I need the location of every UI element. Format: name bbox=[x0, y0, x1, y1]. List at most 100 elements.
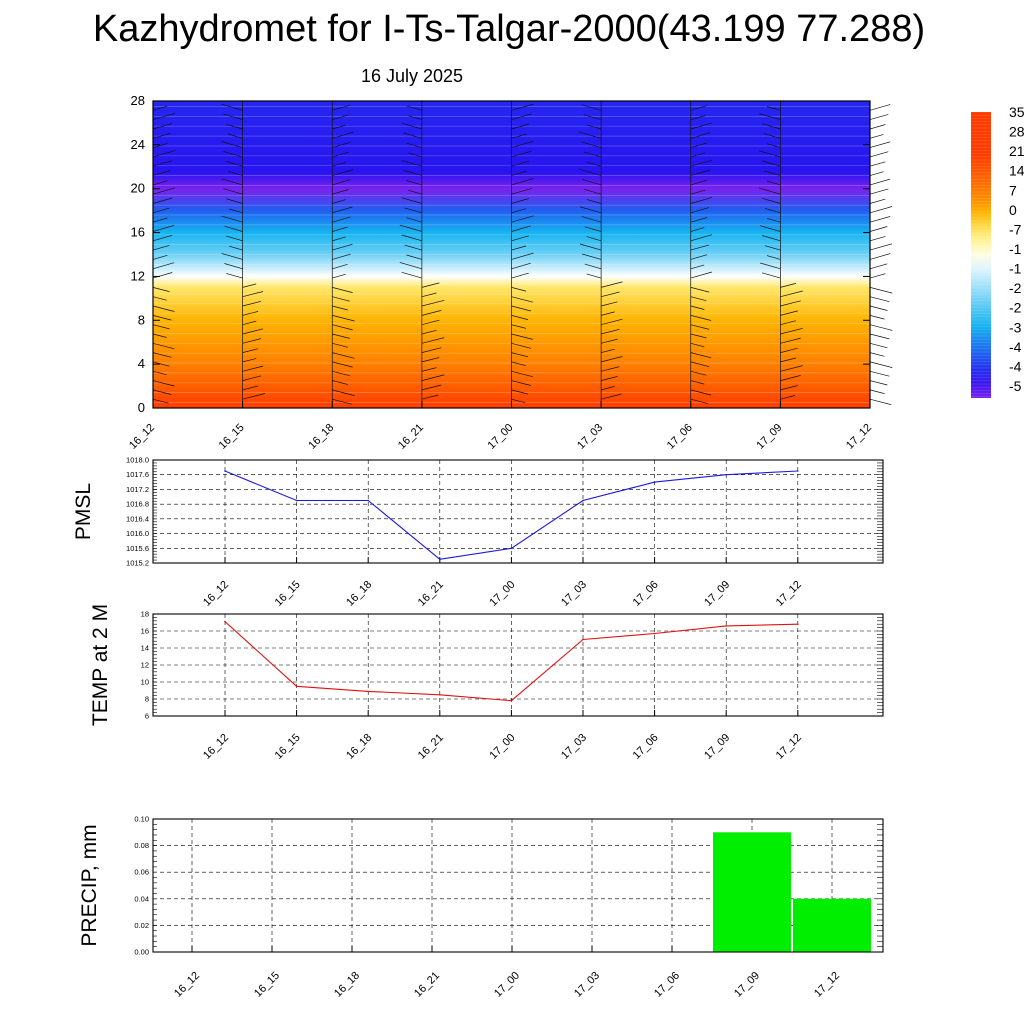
wind-barb bbox=[332, 179, 351, 186]
x-tick-label: 16_21 bbox=[416, 579, 446, 609]
colorbar-label: 35 bbox=[1009, 104, 1024, 120]
wind-barb bbox=[229, 208, 243, 214]
wind-barb bbox=[869, 243, 893, 251]
y-tick-label: 24 bbox=[131, 137, 145, 152]
wind-barb bbox=[332, 315, 355, 322]
wind-barb bbox=[242, 328, 264, 335]
wind-barb bbox=[406, 180, 422, 186]
wind-barb bbox=[421, 384, 442, 391]
wind-barb bbox=[511, 113, 532, 120]
wind-barb bbox=[578, 131, 602, 139]
wind-barb bbox=[780, 327, 803, 335]
wind-barb bbox=[511, 188, 532, 195]
wind-barb bbox=[401, 197, 422, 204]
wind-barb bbox=[332, 305, 348, 311]
wind-barb bbox=[690, 217, 708, 223]
wind-barb bbox=[152, 315, 172, 321]
wind-barb bbox=[581, 141, 602, 148]
wind-barb bbox=[421, 337, 445, 344]
wind-barb bbox=[780, 290, 803, 298]
wind-barb bbox=[399, 224, 422, 232]
wind-barb bbox=[152, 112, 176, 120]
wind-barb bbox=[421, 282, 440, 288]
y-axis-label: PRECIP, mm bbox=[78, 824, 101, 946]
wind-barb bbox=[511, 235, 529, 242]
wind-barb bbox=[226, 235, 243, 242]
temp-panel: 18 16 14 12 10 8 6 16_12 16_15 16_18 16_21 17_00 17_… bbox=[89, 604, 884, 762]
wind-barb bbox=[332, 206, 353, 214]
wind-barb bbox=[601, 386, 615, 391]
wind-barb bbox=[869, 263, 888, 270]
wind-barb bbox=[228, 171, 243, 176]
data-point bbox=[367, 690, 370, 693]
wind-barb bbox=[690, 287, 710, 293]
y-tick-label: 18 bbox=[141, 610, 149, 619]
y-tick-label: 0.10 bbox=[134, 815, 149, 824]
x-tick-label: 17_06 bbox=[631, 579, 661, 609]
wind-barb bbox=[869, 361, 893, 368]
wind-barb bbox=[869, 342, 888, 349]
wind-barb bbox=[221, 253, 243, 260]
wind-barb bbox=[511, 198, 529, 204]
wind-barb bbox=[421, 319, 440, 326]
colorbar-label: -3 bbox=[1009, 319, 1022, 335]
wind-barb bbox=[421, 310, 442, 316]
wind-barb bbox=[601, 393, 622, 400]
wind-barb bbox=[152, 225, 175, 232]
wind-barb bbox=[690, 342, 705, 348]
wind-barb bbox=[511, 315, 529, 320]
wind-barb bbox=[511, 123, 529, 130]
wind-barb bbox=[511, 103, 534, 111]
wind-barb bbox=[242, 358, 257, 363]
wind-barb bbox=[332, 273, 346, 279]
wind-barb bbox=[766, 106, 781, 111]
wind-barb bbox=[764, 208, 781, 214]
wind-barb bbox=[690, 305, 705, 310]
wind-barb bbox=[762, 197, 781, 204]
wind-barb bbox=[332, 162, 346, 167]
wind-barb bbox=[583, 151, 602, 158]
wind-barb bbox=[406, 142, 422, 148]
colorbar-label: 28 bbox=[1009, 124, 1024, 140]
wind-barb bbox=[152, 389, 172, 395]
wind-barb bbox=[152, 342, 175, 350]
wind-barb bbox=[332, 104, 351, 111]
y-tick-label: 0.02 bbox=[134, 921, 149, 930]
wind-barb bbox=[242, 283, 257, 288]
wind-barb bbox=[762, 160, 781, 167]
x-tick-label: 17_09 bbox=[702, 732, 732, 762]
wind-barb bbox=[869, 206, 893, 214]
precip-bar bbox=[793, 898, 871, 952]
wind-barb bbox=[511, 380, 531, 386]
wind-barb bbox=[152, 296, 167, 301]
wind-barb bbox=[223, 113, 243, 120]
wind-barb bbox=[780, 310, 798, 316]
wind-barb bbox=[152, 370, 167, 376]
wind-barb bbox=[869, 216, 891, 223]
wind-barb bbox=[511, 398, 526, 404]
wind-barb bbox=[762, 123, 781, 130]
x-tick-label: 17_03 bbox=[572, 970, 602, 1000]
colorbar-label: 21 bbox=[1009, 143, 1024, 159]
wind-barb bbox=[690, 264, 705, 270]
plot-frame bbox=[152, 818, 884, 953]
pmsl-panel: 1018.0 1017.6 1017.2 1016.8 1016.4 1016.0 1015… bbox=[72, 456, 884, 609]
wind-barb bbox=[690, 179, 708, 186]
wind-barb bbox=[869, 114, 889, 120]
y-tick-label: 0 bbox=[138, 400, 145, 415]
colorbar-label: -5 bbox=[1009, 378, 1022, 394]
wind-barb bbox=[152, 262, 175, 270]
wind-barb bbox=[579, 206, 602, 214]
data-point bbox=[725, 473, 727, 476]
wind-barb bbox=[332, 216, 351, 223]
wind-barb bbox=[152, 217, 168, 223]
wind-barb bbox=[152, 132, 171, 139]
wind-barb bbox=[332, 189, 349, 195]
wind-barb bbox=[226, 198, 243, 204]
wind-barb bbox=[511, 361, 527, 367]
x-tick-label: 16_18 bbox=[344, 579, 374, 609]
wind-barb bbox=[690, 315, 712, 321]
wind-barb bbox=[406, 254, 422, 260]
wind-barb bbox=[690, 398, 709, 405]
wind-barb bbox=[583, 188, 602, 195]
